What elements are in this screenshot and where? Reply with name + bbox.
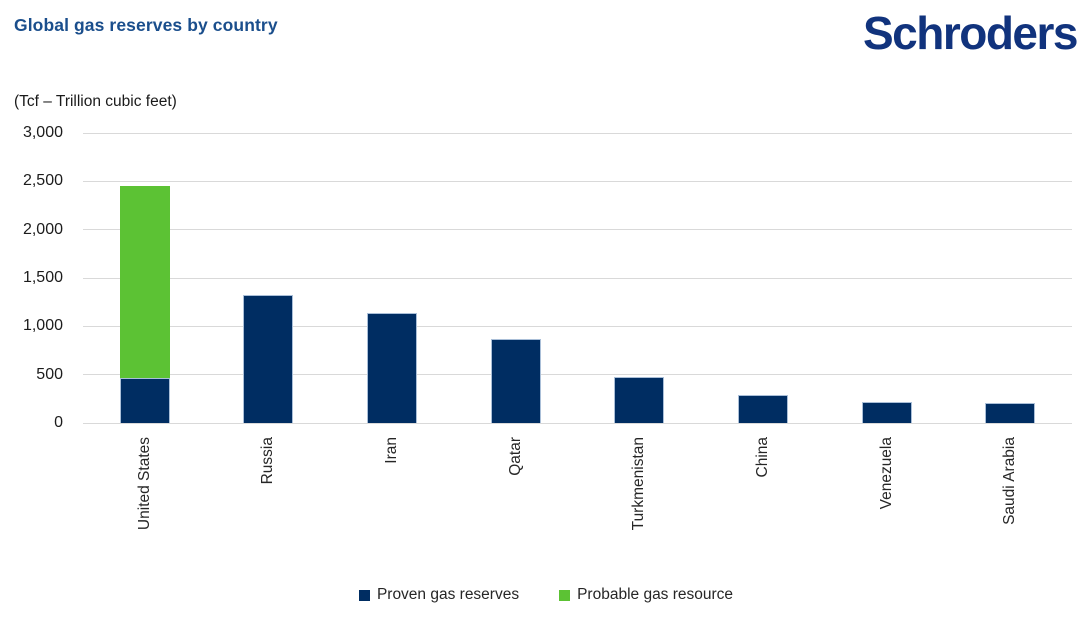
x-axis-label-venezuela: Venezuela xyxy=(877,437,895,510)
bar-united-states xyxy=(119,133,170,423)
bar-slot-qatar xyxy=(454,133,578,423)
bar-slot-saudi-arabia xyxy=(948,133,1072,423)
x-axis-label-qatar: Qatar xyxy=(506,437,524,476)
x-label-slot-iran: Iran xyxy=(330,437,454,464)
x-axis-labels: United States Russia Iran Qatar Turkmenistan… xyxy=(83,437,1072,577)
bar-slot-russia xyxy=(207,133,331,423)
gridline-1-500 xyxy=(83,277,1072,279)
bars-container xyxy=(83,133,1072,423)
x-label-slot-china: China xyxy=(701,437,825,478)
gridline-2-000 xyxy=(83,229,1072,231)
legend-swatch-probable-gas-resource xyxy=(559,589,571,601)
bar-segment-probable-gas-resource-united-states xyxy=(119,186,170,378)
gridline-500 xyxy=(83,374,1072,376)
y-axis: 0 500 1,000 1,500 2,000 2,500 3,000 xyxy=(0,124,63,431)
y-axis-tick-label-2-000: 2,000 xyxy=(22,220,63,238)
bar-segment-proven-gas-reserves-turkmenistan xyxy=(614,377,665,423)
x-label-slot-united-states: United States xyxy=(83,437,207,530)
bar-slot-venezuela xyxy=(825,133,949,423)
gridline-2-500 xyxy=(83,180,1072,182)
x-label-slot-russia: Russia xyxy=(207,437,331,484)
y-axis-tick-label-1-500: 1,500 xyxy=(22,269,63,286)
bar-segment-proven-gas-reserves-saudi-arabia xyxy=(985,403,1036,423)
x-axis-label-iran: Iran xyxy=(383,437,401,464)
bar-segment-proven-gas-reserves-russia xyxy=(243,295,294,423)
x-label-slot-qatar: Qatar xyxy=(454,437,578,476)
units-label: (Tcf – Trillion cubic feet) xyxy=(14,93,177,110)
bar-turkmenistan xyxy=(614,133,665,423)
bar-china xyxy=(737,133,788,423)
gridline-0 xyxy=(83,422,1072,424)
x-label-slot-saudi-arabia: Saudi Arabia xyxy=(948,437,1072,525)
x-axis-label-united-states: United States xyxy=(135,437,153,531)
bar-saudi-arabia xyxy=(985,133,1036,423)
legend-label-proven-gas-reserves: Proven gas reserves xyxy=(376,586,520,603)
bar-slot-iran xyxy=(330,133,454,423)
legend-label-probable-gas-resource: Probable gas resource xyxy=(577,586,734,603)
gridline-3-000 xyxy=(83,132,1072,134)
legend: Proven gas reserves Probable gas resource xyxy=(0,586,1092,604)
bar-segment-proven-gas-reserves-united-states xyxy=(119,377,170,423)
bar-slot-turkmenistan xyxy=(578,133,702,423)
bar-russia xyxy=(243,133,294,423)
bar-slot-united-states xyxy=(83,133,207,423)
x-label-slot-turkmenistan: Turkmenistan xyxy=(578,437,702,530)
x-axis-label-russia: Russia xyxy=(259,437,277,485)
x-axis-label-saudi-arabia: Saudi Arabia xyxy=(1001,437,1019,525)
x-axis-label-turkmenistan: Turkmenistan xyxy=(630,437,648,531)
legend-swatch-proven-gas-reserves xyxy=(358,589,370,601)
x-axis-label-china: China xyxy=(753,437,771,478)
legend-item-proven-gas-reserves: Proven gas reserves xyxy=(358,586,520,604)
chart-title: Global gas reserves by country xyxy=(14,15,278,35)
legend-item-probable-gas-resource: Probable gas resource xyxy=(559,586,733,604)
bar-segment-proven-gas-reserves-qatar xyxy=(490,338,541,423)
bar-segment-proven-gas-reserves-iran xyxy=(367,312,418,423)
y-axis-tick-label-0: 0 xyxy=(54,414,63,431)
x-label-slot-venezuela: Venezuela xyxy=(825,437,949,509)
y-axis-tick-label-500: 500 xyxy=(36,365,63,383)
y-axis-tick-label-1-000: 1,000 xyxy=(22,317,63,335)
plot-area xyxy=(83,132,1072,424)
schroders-logo: Schroders xyxy=(862,7,1079,59)
bar-venezuela xyxy=(861,133,912,423)
y-axis-tick-label-3-000: 3,000 xyxy=(22,124,63,141)
bar-iran xyxy=(367,133,418,423)
bar-segment-proven-gas-reserves-venezuela xyxy=(861,402,912,423)
bar-qatar xyxy=(490,133,541,423)
bar-slot-china xyxy=(701,133,825,423)
gridline-1-000 xyxy=(83,325,1072,327)
y-axis-tick-label-2-500: 2,500 xyxy=(22,172,63,190)
bar-segment-proven-gas-reserves-china xyxy=(737,394,788,423)
